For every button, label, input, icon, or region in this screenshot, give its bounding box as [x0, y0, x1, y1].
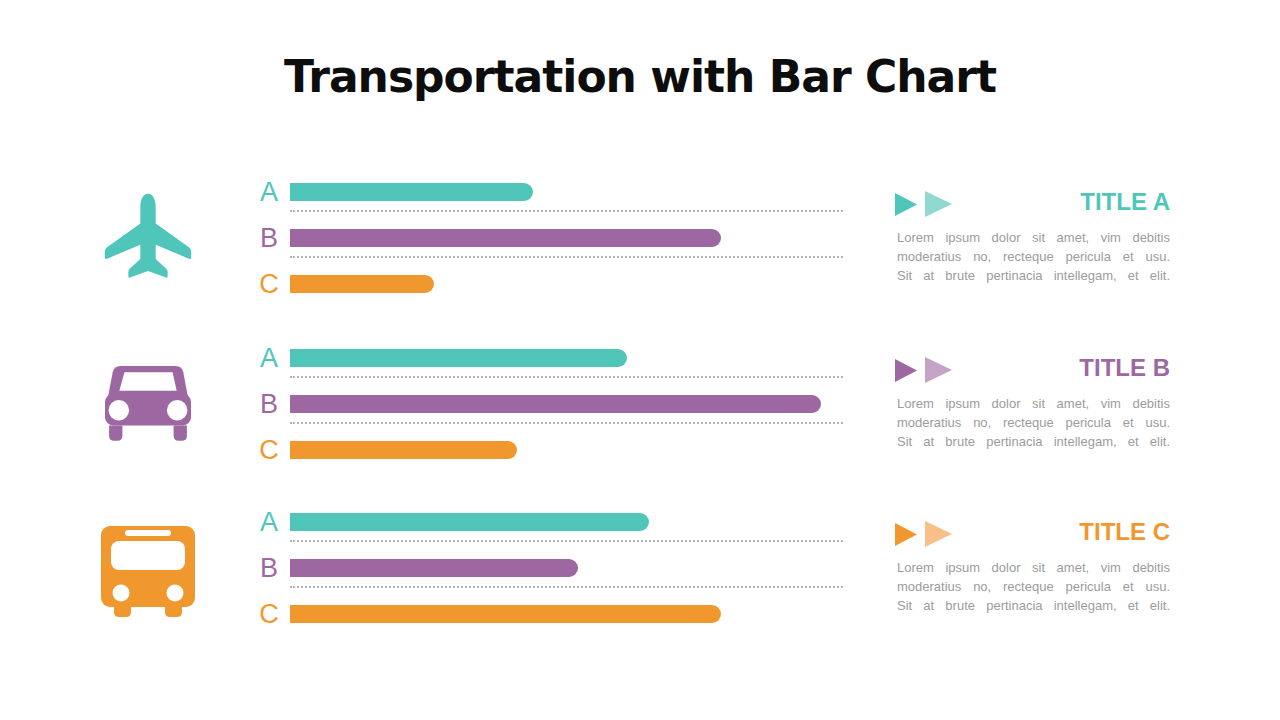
play-arrow-icon: [925, 357, 952, 383]
play-arrow-icon: [925, 521, 952, 547]
info-title: TITLE A: [1080, 188, 1170, 216]
page-title: Transportation with Bar Chart: [0, 51, 1280, 102]
info-title: TITLE C: [1079, 518, 1170, 546]
section-bus: A B C TITLE C Lorem ipsum dolor sit amet…: [0, 513, 1280, 643]
info-title: TITLE B: [1079, 354, 1170, 382]
separator-dotted-line: [290, 210, 843, 212]
bar-label: A: [255, 508, 283, 536]
info-block-b: TITLE B Lorem ipsum dolor sit amet, vim …: [897, 355, 1170, 451]
bar: [290, 559, 578, 577]
info-body: Lorem ipsum dolor sit amet, vim debitis …: [897, 394, 1170, 451]
airplane-icon: [100, 183, 196, 293]
info-block-c: TITLE C Lorem ipsum dolor sit amet, vim …: [897, 519, 1170, 615]
bar: [290, 229, 721, 247]
separator-dotted-line: [290, 422, 843, 424]
car-icon: [100, 349, 196, 459]
bar: [290, 349, 627, 367]
bar: [290, 605, 721, 623]
separator-dotted-line: [290, 256, 843, 258]
bar-label: C: [255, 436, 283, 464]
bar-label: A: [255, 344, 283, 372]
bar: [290, 395, 821, 413]
info-block-a: TITLE A Lorem ipsum dolor sit amet, vim …: [897, 189, 1170, 285]
bar-chart-car: A B C: [290, 349, 843, 459]
bar: [290, 183, 533, 201]
bar-chart-airplane: A B C: [290, 183, 843, 293]
slide: Transportation with Bar Chart A B C: [0, 0, 1280, 720]
separator-dotted-line: [290, 376, 843, 378]
bar-label: A: [255, 178, 283, 206]
info-body: Lorem ipsum dolor sit amet, vim debitis …: [897, 558, 1170, 615]
play-arrow-icon: [895, 193, 917, 216]
bar-label: B: [255, 390, 283, 418]
play-arrow-icon: [895, 359, 917, 382]
section-airplane: A B C TITLE A Lorem ipsum dolor sit amet…: [0, 183, 1280, 313]
bus-icon: [100, 513, 196, 623]
bar-label: C: [255, 270, 283, 298]
bar-chart-bus: A B C: [290, 513, 843, 623]
section-car: A B C TITLE B Lorem ipsum dolor sit amet…: [0, 349, 1280, 479]
bar-label: B: [255, 224, 283, 252]
bar: [290, 275, 434, 293]
info-body: Lorem ipsum dolor sit amet, vim debitis …: [897, 228, 1170, 285]
bar: [290, 441, 517, 459]
separator-dotted-line: [290, 540, 843, 542]
bar-label: B: [255, 554, 283, 582]
separator-dotted-line: [290, 586, 843, 588]
bar: [290, 513, 649, 531]
bar-label: C: [255, 600, 283, 628]
play-arrow-icon: [895, 523, 917, 546]
play-arrow-icon: [925, 191, 952, 217]
